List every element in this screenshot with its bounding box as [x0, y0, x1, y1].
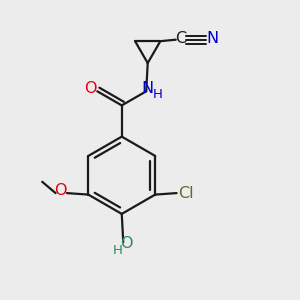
Text: H: H: [112, 244, 122, 257]
Text: O: O: [121, 236, 133, 251]
Text: O: O: [54, 183, 67, 198]
Text: C: C: [176, 31, 187, 46]
Text: O: O: [84, 81, 96, 96]
Text: N: N: [206, 31, 218, 46]
Text: N: N: [142, 81, 154, 96]
Text: Cl: Cl: [178, 186, 194, 201]
Text: H: H: [153, 88, 163, 101]
